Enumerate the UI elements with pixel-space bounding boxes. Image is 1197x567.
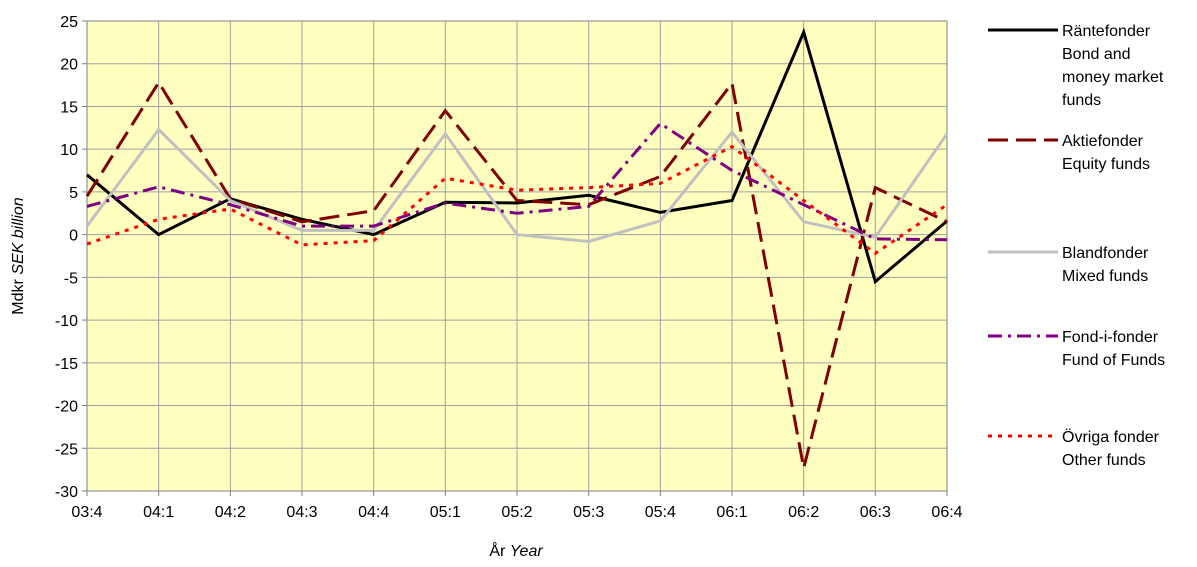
- y-tick-label: 10: [60, 142, 78, 159]
- series-line-5: [86, 144, 948, 256]
- x-axis-title-italic: Year: [510, 543, 544, 560]
- y-tick-label: 25: [60, 14, 78, 31]
- y-tick-label: 20: [60, 57, 78, 74]
- legend-label: Other funds: [1062, 452, 1146, 469]
- y-axis-title: Mdkr SEK billion: [10, 197, 27, 314]
- x-tick-label: 05:2: [501, 504, 532, 521]
- x-tick-label: 05:4: [645, 504, 676, 521]
- y-axis-title-main: Mdkr: [10, 278, 27, 314]
- y-tick-label: -25: [55, 441, 78, 458]
- y-tick-label: 5: [69, 185, 78, 202]
- x-tick-label: 06:4: [931, 504, 962, 521]
- legend-label: Fond-i-fonder: [1062, 329, 1159, 346]
- x-tick-label: 06:1: [716, 504, 747, 521]
- x-axis-title-main: År: [489, 541, 506, 560]
- x-tick-label: 05:3: [573, 504, 604, 521]
- x-tick-label: 06:2: [788, 504, 819, 521]
- legend: Räntefonder Bond and money market funds Akti…: [988, 23, 1165, 469]
- legend-label: Övriga fonder: [1062, 428, 1160, 446]
- legend-label: Bond and: [1062, 46, 1131, 63]
- legend-label: Blandfonder: [1062, 245, 1149, 262]
- legend-label: funds: [1062, 92, 1101, 109]
- y-tick-label: -5: [64, 270, 78, 287]
- x-tick-label: 04:4: [358, 504, 389, 521]
- series-line-3: [85, 127, 949, 244]
- x-tick-label: 04:2: [215, 504, 246, 521]
- y-tick-label: -20: [55, 399, 78, 416]
- x-tick-label: 05:1: [430, 504, 461, 521]
- legend-label: Räntefonder: [1062, 23, 1151, 40]
- legend-label: money market: [1062, 69, 1164, 86]
- legend-label: Fund of Funds: [1062, 352, 1165, 369]
- series-line-4: [86, 121, 948, 242]
- x-tick-labels: 03:4 04:1 04:2 04:3 04:4 05:1 05:2 05:3 05:4 06:1…: [71, 504, 962, 521]
- series-lines: [85, 27, 949, 469]
- y-tick-labels: 25 20 15 10 5 0 -5 -10 -15 -20 -25 -30: [55, 14, 78, 501]
- y-tick-label: 15: [60, 99, 78, 116]
- legend-label: Mixed funds: [1062, 268, 1148, 285]
- x-tick-label: 06:3: [860, 504, 891, 521]
- y-tick-label: -30: [55, 484, 78, 501]
- legend-label: Aktiefonder: [1062, 133, 1144, 150]
- x-axis-title: År Year: [489, 541, 543, 560]
- y-axis-title-italic: SEK billion: [10, 197, 27, 274]
- y-tick-label: -15: [55, 356, 78, 373]
- x-tick-label: 04:1: [143, 504, 174, 521]
- x-tick-label: 03:4: [71, 504, 102, 521]
- y-tick-label: 0: [69, 228, 78, 245]
- legend-label: Equity funds: [1062, 156, 1150, 173]
- x-tick-label: 04:3: [286, 504, 317, 521]
- y-tick-label: -10: [55, 313, 78, 330]
